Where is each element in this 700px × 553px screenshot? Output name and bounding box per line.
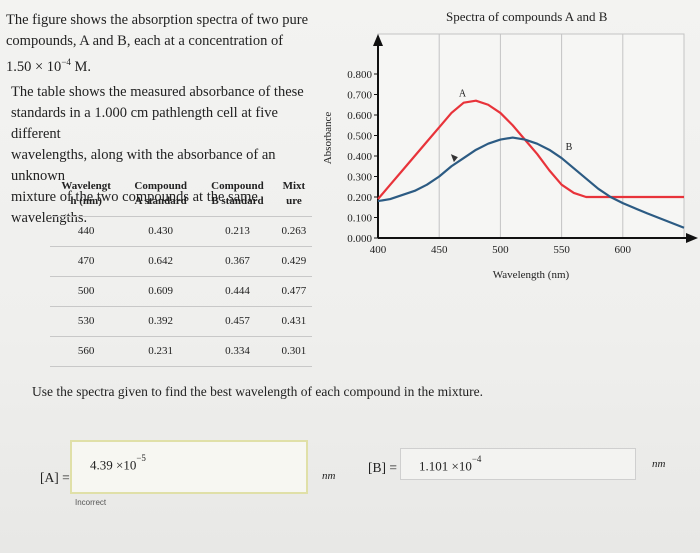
cell: 470 [50, 246, 123, 277]
cell: 440 [50, 216, 123, 247]
mouse-cursor-icon [450, 154, 458, 163]
plot-area [377, 33, 685, 239]
cell: 0.392 [122, 306, 200, 337]
cell: 0.263 [275, 216, 312, 247]
cell: 0.477 [275, 276, 312, 307]
answer-a-label: [A] = [40, 470, 70, 485]
y-tick-label: 0.300 [347, 172, 372, 184]
x-tick-label: 500 [492, 244, 509, 256]
table-row: 560 0.231 0.334 0.301 [50, 336, 312, 367]
cell: 0.429 [275, 246, 312, 277]
cell: 0.444 [199, 276, 276, 307]
desc-line-1: The table shows the measured absorbance … [11, 84, 304, 100]
spectra-chart: 0.000 0.100 0.200 0.300 0.400 0.500 0.600 0.700… [322, 33, 698, 281]
table-row: 470 0.642 0.367 0.429 [50, 246, 312, 277]
x-axis-arrow [686, 233, 698, 243]
y-axis-label: Absorbance [322, 112, 334, 165]
cell: 0.609 [122, 276, 200, 307]
cell: 0.642 [122, 246, 200, 277]
y-tick-label: 0.000 [347, 233, 372, 245]
conc-mantissa: 1.50 × 10 [6, 58, 62, 75]
conc-exponent: −4 [61, 57, 71, 67]
answer-a-status: Incorrect [75, 498, 107, 507]
y-tick-label: 0.800 [347, 69, 372, 81]
cell: 500 [50, 276, 123, 307]
absorbance-table: Wavelengt h (nm) Compound A standard Compo… [50, 172, 312, 378]
cell: 0.431 [275, 306, 312, 337]
intro-line-1: The figure shows the absorption spectra … [6, 12, 309, 28]
table-row: 530 0.392 0.457 0.431 [50, 306, 312, 337]
cell: 0.213 [199, 216, 276, 247]
cell: 0.457 [199, 306, 276, 337]
series-label-b: B [566, 142, 573, 153]
chart-title: Spectra of compounds A and B [446, 9, 608, 24]
cell: 0.231 [122, 336, 200, 367]
question-text: Use the spectra given to find the best w… [32, 384, 483, 399]
header-mixture: Mixt ure [275, 172, 312, 217]
y-tick-label: 0.100 [347, 213, 372, 225]
answer-a-input[interactable]: 4.39 ×10−5 [70, 440, 308, 494]
answer-b-input[interactable]: 1.101 ×10−4 [400, 448, 636, 480]
y-tick-label: 0.700 [347, 90, 372, 102]
table-header-row: Wavelengt h (nm) Compound A standard Compo… [50, 172, 312, 217]
concentration: 1.50 × 10−4 M. [6, 52, 316, 78]
x-tick-label: 450 [431, 244, 448, 256]
y-tick-label: 0.500 [347, 131, 372, 143]
y-axis-arrow [373, 34, 383, 46]
series-line-b [377, 136, 685, 229]
answer-b-unit: nm [652, 458, 666, 470]
header-wavelength: Wavelengt h (nm) [50, 172, 123, 217]
cell: 0.367 [199, 246, 276, 277]
answer-a-value: 4.39 ×10−5 [90, 453, 146, 473]
x-axis-label: Wavelength (nm) [493, 269, 570, 281]
cell: 0.334 [199, 336, 276, 367]
y-tick-label: 0.600 [347, 110, 372, 122]
cell: 530 [50, 306, 123, 337]
header-compound-b: Compound B standard [199, 172, 276, 217]
series-line-a [377, 99, 684, 200]
x-tick-label: 400 [370, 244, 387, 256]
answer-b-label: [B] = [368, 460, 397, 475]
x-tick-label: 550 [553, 244, 570, 256]
cell: 0.430 [122, 216, 200, 247]
conc-unit: M. [70, 58, 92, 75]
cell: 0.301 [275, 336, 312, 367]
table-row: 440 0.430 0.213 0.263 [50, 216, 312, 247]
x-tick-label: 600 [615, 244, 632, 256]
cell: 560 [50, 336, 123, 367]
intro-text: The figure shows the absorption spectra … [6, 10, 316, 78]
y-tick-label: 0.400 [347, 151, 372, 163]
table-row: 500 0.609 0.444 0.477 [50, 276, 312, 307]
desc-line-2: standards in a 1.000 cm pathlength cell … [11, 105, 278, 142]
series-label-a: A [459, 89, 467, 100]
intro-line-2: compounds, A and B, each at a concentrat… [6, 33, 284, 49]
answer-b-value: 1.101 ×10−4 [419, 454, 482, 474]
header-compound-a: Compound A standard [122, 172, 200, 217]
y-tick-label: 0.200 [347, 192, 372, 204]
answer-a-unit: nm [322, 470, 336, 482]
